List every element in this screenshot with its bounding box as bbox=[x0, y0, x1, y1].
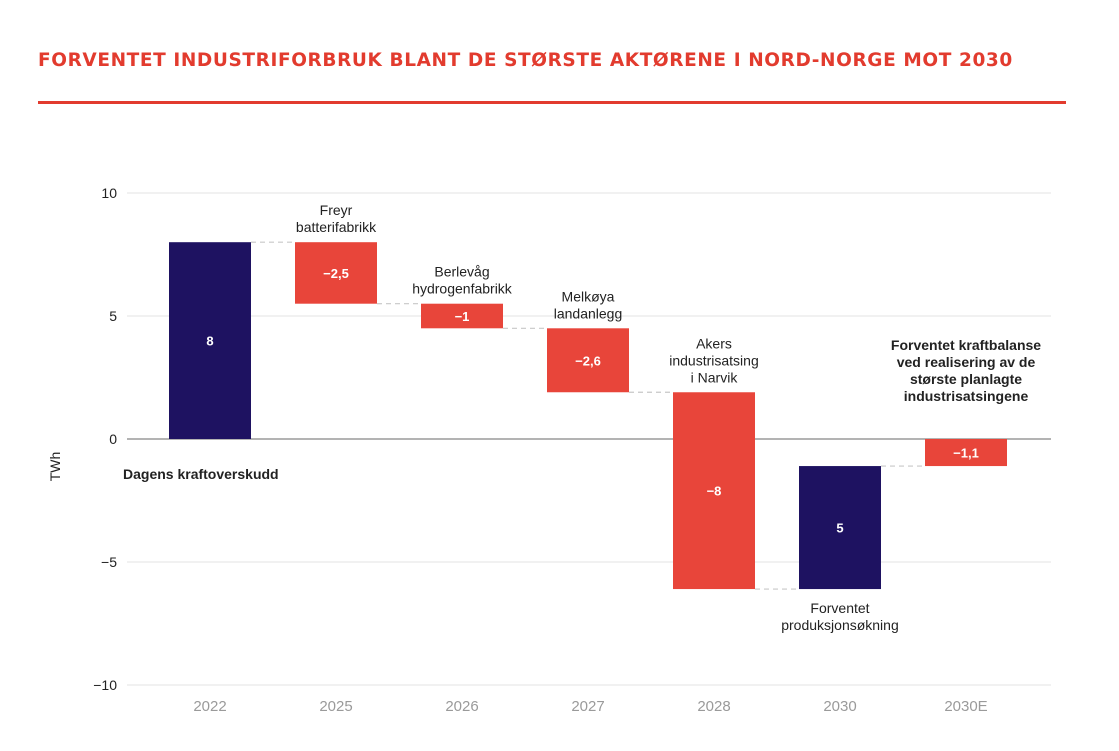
annotation-2022: Dagens kraftoverskudd bbox=[123, 466, 279, 482]
annotation-line: største planlagte bbox=[910, 371, 1022, 387]
x-tick-label: 2027 bbox=[571, 698, 604, 715]
x-tick-label: 2030E bbox=[944, 698, 987, 715]
y-tick-label: 5 bbox=[109, 308, 117, 324]
bar-value-label: −2,5 bbox=[323, 266, 349, 281]
bar-2030E bbox=[925, 439, 1007, 467]
annotation-2030: Forventet produksjonsøkning bbox=[781, 600, 899, 633]
annotation-line: Forventet bbox=[810, 600, 869, 616]
title-divider bbox=[38, 101, 1066, 104]
annotation-line: industrisatsingene bbox=[904, 388, 1029, 404]
bar-value-label: −2,6 bbox=[575, 353, 601, 368]
x-tick-label: 2022 bbox=[193, 698, 226, 715]
annotation-line: i Narvik bbox=[691, 369, 739, 385]
bar-value-label: 8 bbox=[206, 334, 213, 349]
y-tick-label: 10 bbox=[101, 185, 117, 201]
annotation-2028: Akers industrisatsing i Narvik bbox=[669, 335, 759, 385]
x-tick-label: 2028 bbox=[697, 698, 730, 715]
bar-2025 bbox=[295, 242, 377, 304]
annotation-2030E: Forventet kraftbalanse ved realisering av… bbox=[891, 337, 1041, 404]
annotation-line: Melkøya bbox=[562, 288, 615, 304]
annotation-line: hydrogenfabrikk bbox=[412, 281, 513, 297]
annotation-line: ved realisering av de bbox=[897, 354, 1036, 370]
annotation-line: Freyr bbox=[320, 202, 353, 218]
x-tick-label: 2025 bbox=[319, 698, 352, 715]
bar-2030 bbox=[799, 466, 881, 590]
y-tick-label: −5 bbox=[101, 554, 117, 570]
bar-value-label: 5 bbox=[836, 521, 843, 536]
annotation-line: batterifabrikk bbox=[296, 219, 377, 235]
annotation-2026: Berlevåg hydrogenfabrikk bbox=[412, 264, 513, 297]
annotation-line: Berlevåg bbox=[434, 264, 489, 280]
annotation-line: landanlegg bbox=[554, 305, 623, 321]
bar-value-label: −1,1 bbox=[953, 446, 979, 461]
annotation-line: industrisatsing bbox=[669, 352, 759, 368]
bar-2027 bbox=[547, 328, 629, 393]
y-axis-label: TWh bbox=[47, 452, 63, 482]
y-tick-label: 0 bbox=[109, 431, 117, 447]
y-tick-label: −10 bbox=[93, 677, 117, 693]
annotation-line: Forventet kraftbalanse bbox=[891, 337, 1041, 353]
x-tick-label: 2026 bbox=[445, 698, 478, 715]
page-title: FORVENTET INDUSTRIFORBRUK BLANT DE STØRS… bbox=[38, 50, 1013, 71]
annotation-line: Akers bbox=[696, 335, 732, 351]
annotation-line: produksjonsøkning bbox=[781, 617, 899, 633]
annotation-2025: Freyr batterifabrikk bbox=[296, 202, 377, 235]
bar-2026 bbox=[421, 303, 503, 329]
annotation-line: Dagens kraftoverskudd bbox=[123, 466, 279, 482]
bar-2022 bbox=[169, 242, 251, 439]
bar-2028 bbox=[673, 392, 755, 590]
x-tick-label: 2030 bbox=[823, 698, 856, 715]
bar-value-label: −1 bbox=[455, 309, 470, 324]
annotation-2027: Melkøya landanlegg bbox=[554, 288, 623, 321]
bar-value-label: −8 bbox=[707, 484, 722, 499]
